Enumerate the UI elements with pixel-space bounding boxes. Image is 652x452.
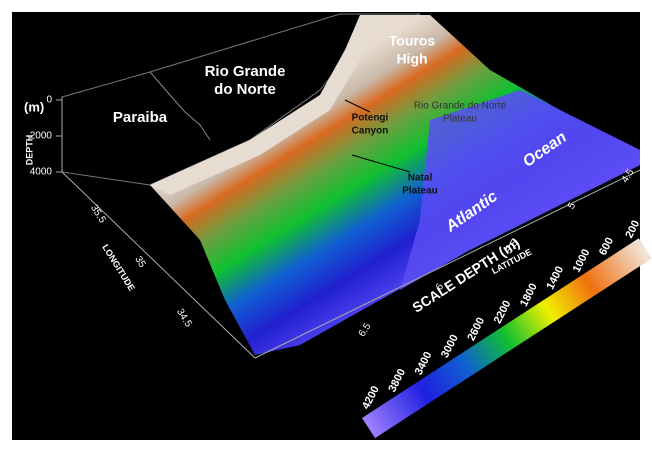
latitude-tick-label: 6 [434, 281, 447, 292]
colorbar: SCALE DEPTH (m) 420038003400300026002200… [360, 218, 652, 439]
feature-label: Canyon [352, 126, 389, 137]
feature-label: Plateau [402, 186, 438, 197]
depth-unit: (m) [24, 99, 44, 114]
place-label: High [396, 51, 427, 67]
longitude-axis [61, 171, 256, 359]
feature-label: Rio Grande do Norte [414, 101, 507, 112]
pointer [344, 99, 371, 113]
feature-label: Natal [408, 173, 433, 184]
depth-tick-label: 4000 [30, 167, 53, 178]
feature-label: Plateau [443, 114, 477, 125]
depth-tick-label: 2000 [30, 131, 53, 142]
place-label: Paraiba [113, 109, 168, 126]
colorbar-gradient [362, 238, 652, 439]
abyssal-plain [400, 90, 640, 290]
depth-label: DEPTH [24, 135, 34, 166]
coastline [150, 15, 380, 195]
depth-tick-label: 0 [46, 95, 52, 106]
place-label: Touros [389, 33, 436, 49]
latitude-tick-label: 5 [566, 200, 579, 211]
state-border [149, 71, 211, 141]
place-label: Rio Grande [205, 63, 286, 80]
pointer [351, 154, 411, 173]
feature-label: Potengi [352, 113, 389, 124]
place-label: do Norte [214, 81, 276, 98]
latitude-axis [254, 169, 641, 359]
